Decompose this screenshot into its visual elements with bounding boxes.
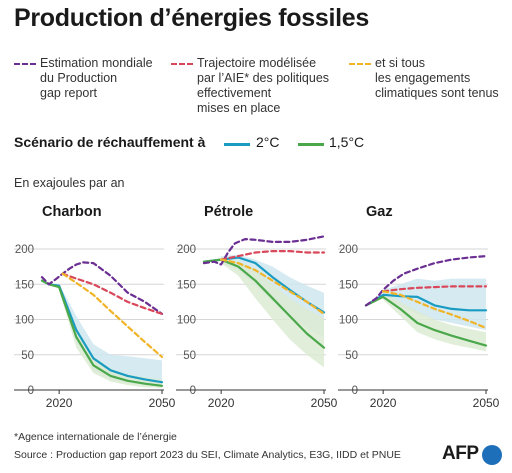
- panel-title-charbon: Charbon: [42, 204, 102, 220]
- gaz-band-15c: [383, 292, 486, 352]
- gaz-series-15c: [364, 295, 488, 347]
- petrole-xtick-label: 2020: [208, 396, 235, 410]
- charbon-ytick-label: 0: [28, 385, 34, 397]
- unit-label: En exajoules par an: [14, 176, 125, 190]
- gaz-series-aie-policies: [382, 285, 488, 293]
- charbon-xtick-label: 2020: [46, 396, 73, 410]
- petrole-ytick-label: 100: [177, 315, 196, 327]
- charbon-series-15c: [40, 279, 164, 387]
- scenario-2c-line: [224, 143, 250, 146]
- gaz-xtick-label: 2050: [473, 396, 500, 410]
- legend-aie-pledges: et si tous les engagements climatiques s…: [375, 56, 499, 100]
- petrole-band-15c: [221, 257, 324, 368]
- petrole-ytick-label: 50: [183, 350, 196, 362]
- legend-mark-aie-policies: [171, 63, 193, 65]
- gaz-ytick-label: 150: [339, 279, 358, 291]
- petrole-series-production-gap: [202, 235, 326, 266]
- charbon-ytick-label: 100: [15, 315, 34, 327]
- legend-aie-policies: Trajectoire modélisée par l’AIE* des pol…: [197, 56, 330, 115]
- petrole-ytick-label: 150: [177, 279, 196, 291]
- petrole-ytick-label: 0: [190, 385, 196, 397]
- gaz-ytick-label: 100: [339, 315, 358, 327]
- source: Source : Production gap report 2023 du S…: [14, 449, 401, 461]
- petrole-xtick-label: 2050: [311, 396, 338, 410]
- charbon-xtick-label: 2050: [149, 396, 176, 410]
- scenario-15c-label: 1,5°C: [329, 134, 365, 150]
- afp-logo-icon: [482, 445, 502, 465]
- legend-mark-production-gap: [14, 63, 36, 65]
- gaz-ytick-label: 0: [352, 385, 358, 397]
- gaz-series-2c: [364, 293, 488, 312]
- petrole-ytick-label: 200: [177, 244, 196, 256]
- legend-production-gap: Estimation mondiale du Production gap re…: [40, 56, 153, 100]
- petrole-series-aie-policies: [220, 250, 326, 261]
- footnote: *Agence internationale de l’énergie: [14, 431, 177, 443]
- charbon-series-production-gap: [40, 261, 164, 315]
- petrole-series-aie-pledges: [220, 258, 326, 315]
- scenario-2c-label: 2°C: [256, 134, 280, 150]
- afp-logo-text: AFP: [442, 443, 479, 464]
- gaz-ytick-label: 200: [339, 244, 358, 256]
- charbon-series-aie-policies: [61, 272, 164, 315]
- scenario-label: Scénario de réchauffement à: [14, 134, 206, 150]
- panel-title-petrole: Pétrole: [204, 204, 254, 220]
- gaz-xtick-label: 2020: [370, 396, 397, 410]
- charts-area: 0 50 100 150 200 2020 2050 0 50 100 150 200 2020 2050…: [14, 235, 500, 410]
- gaz-ytick-label: 50: [345, 350, 358, 362]
- gaz-series-aie-pledges: [382, 290, 488, 330]
- page-title: Production d’énergies fossiles: [14, 4, 369, 32]
- gaz-series-production-gap: [364, 255, 488, 307]
- charbon-series-aie-pledges: [61, 272, 164, 358]
- charbon-ytick-label: 150: [15, 279, 34, 291]
- scenario-15c-line: [298, 143, 324, 146]
- charbon-band-2c: [59, 284, 162, 387]
- charbon-ytick-label: 50: [21, 350, 34, 362]
- panel-title-gaz: Gaz: [366, 204, 393, 220]
- legend-mark-aie-pledges: [349, 63, 371, 65]
- charbon-ytick-label: 200: [15, 244, 34, 256]
